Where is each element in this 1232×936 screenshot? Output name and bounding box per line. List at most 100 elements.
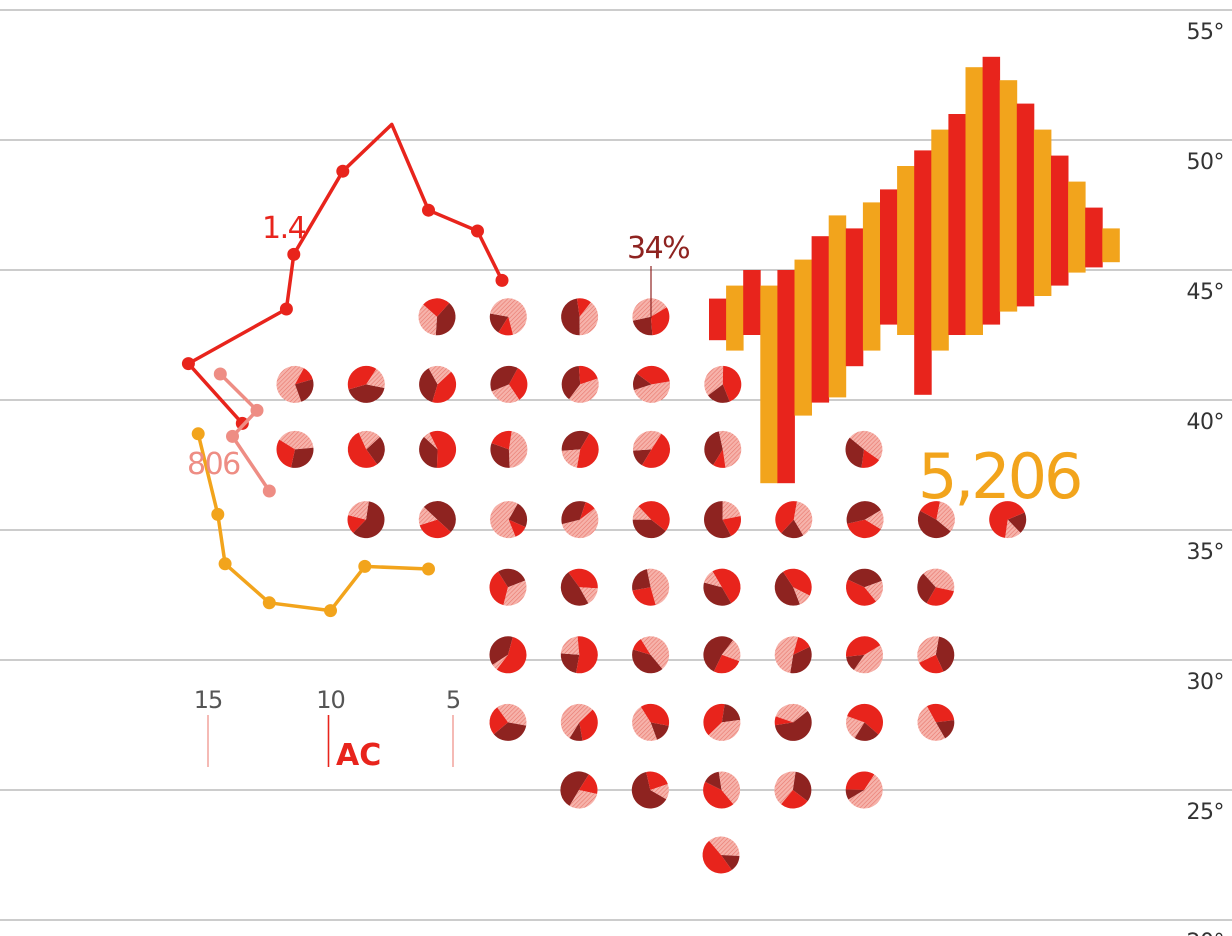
pie-slice [781,790,808,809]
pie-mark [917,636,955,674]
pie-slice [423,501,456,533]
pie-slice [845,789,865,800]
pie-slice [636,365,670,385]
pie-slice [703,703,725,736]
pie-slice [632,316,653,336]
bar [999,80,1018,312]
pie-slice [847,703,884,735]
line-point [213,367,227,381]
latitude-grid: 55° 50° 45° 40° 35° 30° 25° 20° [0,9,1232,936]
pie-slice [774,571,800,606]
pie-slice [708,384,730,403]
line-point [495,273,509,287]
pie-slice [348,501,369,520]
latitude-tick-label: 40° [1187,410,1225,435]
pie-slice [498,316,513,336]
line-point [191,427,205,441]
pie-mark [774,703,812,741]
pie-slice [435,302,456,336]
bar [828,215,847,398]
pie-slice [579,709,598,741]
pie-slice [489,571,508,606]
pie-slice [631,771,667,809]
pie-slice [429,430,457,468]
line-point [181,357,195,371]
pie-slice [295,368,313,385]
pie-slice [920,501,940,520]
line-point [226,429,239,443]
pie-slice [846,716,865,739]
pie-mark [704,365,742,403]
line-point [422,562,435,576]
pie-mark [560,636,598,674]
bar [965,67,983,335]
line-point [279,302,293,316]
bar [897,166,915,335]
pie-slice [490,501,518,539]
bar [982,56,1001,325]
line-point [287,247,301,261]
pie-slice [638,501,670,531]
bar [811,236,830,403]
pie-mark [845,430,883,468]
pie-mark [561,365,599,403]
pie-slice [703,636,734,672]
pie-slice [579,774,598,795]
line-point [218,557,232,571]
pie-slice [793,587,810,605]
line-point [336,164,350,178]
pie-slice [848,774,883,809]
pie-mark [419,430,457,468]
pie-slice [508,431,528,468]
pie-mark [276,430,314,468]
pie-slice [560,771,589,806]
bar [794,259,812,416]
pie-mark [560,568,598,606]
pie-slice [632,569,651,591]
pie-slice [489,636,513,665]
pie-slice [276,439,295,468]
pie-slice [846,654,865,670]
pie-slice [348,384,385,403]
pie-slice [845,771,875,790]
pie-grid [276,298,1027,874]
pie-slice [718,430,742,468]
line-chart [181,122,509,618]
latitude-tick-label: 30° [1187,670,1225,695]
pie-mark [490,365,528,403]
pie-mark [632,501,670,539]
pie-mark [775,501,813,539]
pie-slice [633,373,652,391]
pie-slice [560,653,580,674]
bar [1051,155,1069,286]
bar [743,270,761,335]
pie-slice [428,365,452,385]
pie-mark [703,568,741,606]
pie-mark [418,298,456,336]
pie-mark [632,568,670,606]
pie-slice [702,840,732,874]
pie-slice [935,636,955,672]
pie-slice [568,568,598,589]
pie-slice [492,654,508,670]
pie-slice [1005,519,1021,539]
pie-slice [919,654,944,674]
pie-mark [774,568,812,606]
pie-slice [576,433,599,468]
line-value-label-1-4: 1.4 [262,211,306,246]
bar [1102,228,1120,263]
pie-slice [347,365,377,390]
pie-mark [704,430,742,468]
pie-mark [347,430,385,468]
pie-mark [917,501,955,539]
pie-slice [291,447,314,468]
pie-slice [853,645,883,674]
pie-slice [561,298,580,336]
pie-slice [561,501,586,525]
pie-mark [489,568,527,606]
pie-slice [560,703,593,739]
pie-slice [926,587,954,606]
pie-slice [503,580,527,606]
pie-slice [646,771,668,790]
